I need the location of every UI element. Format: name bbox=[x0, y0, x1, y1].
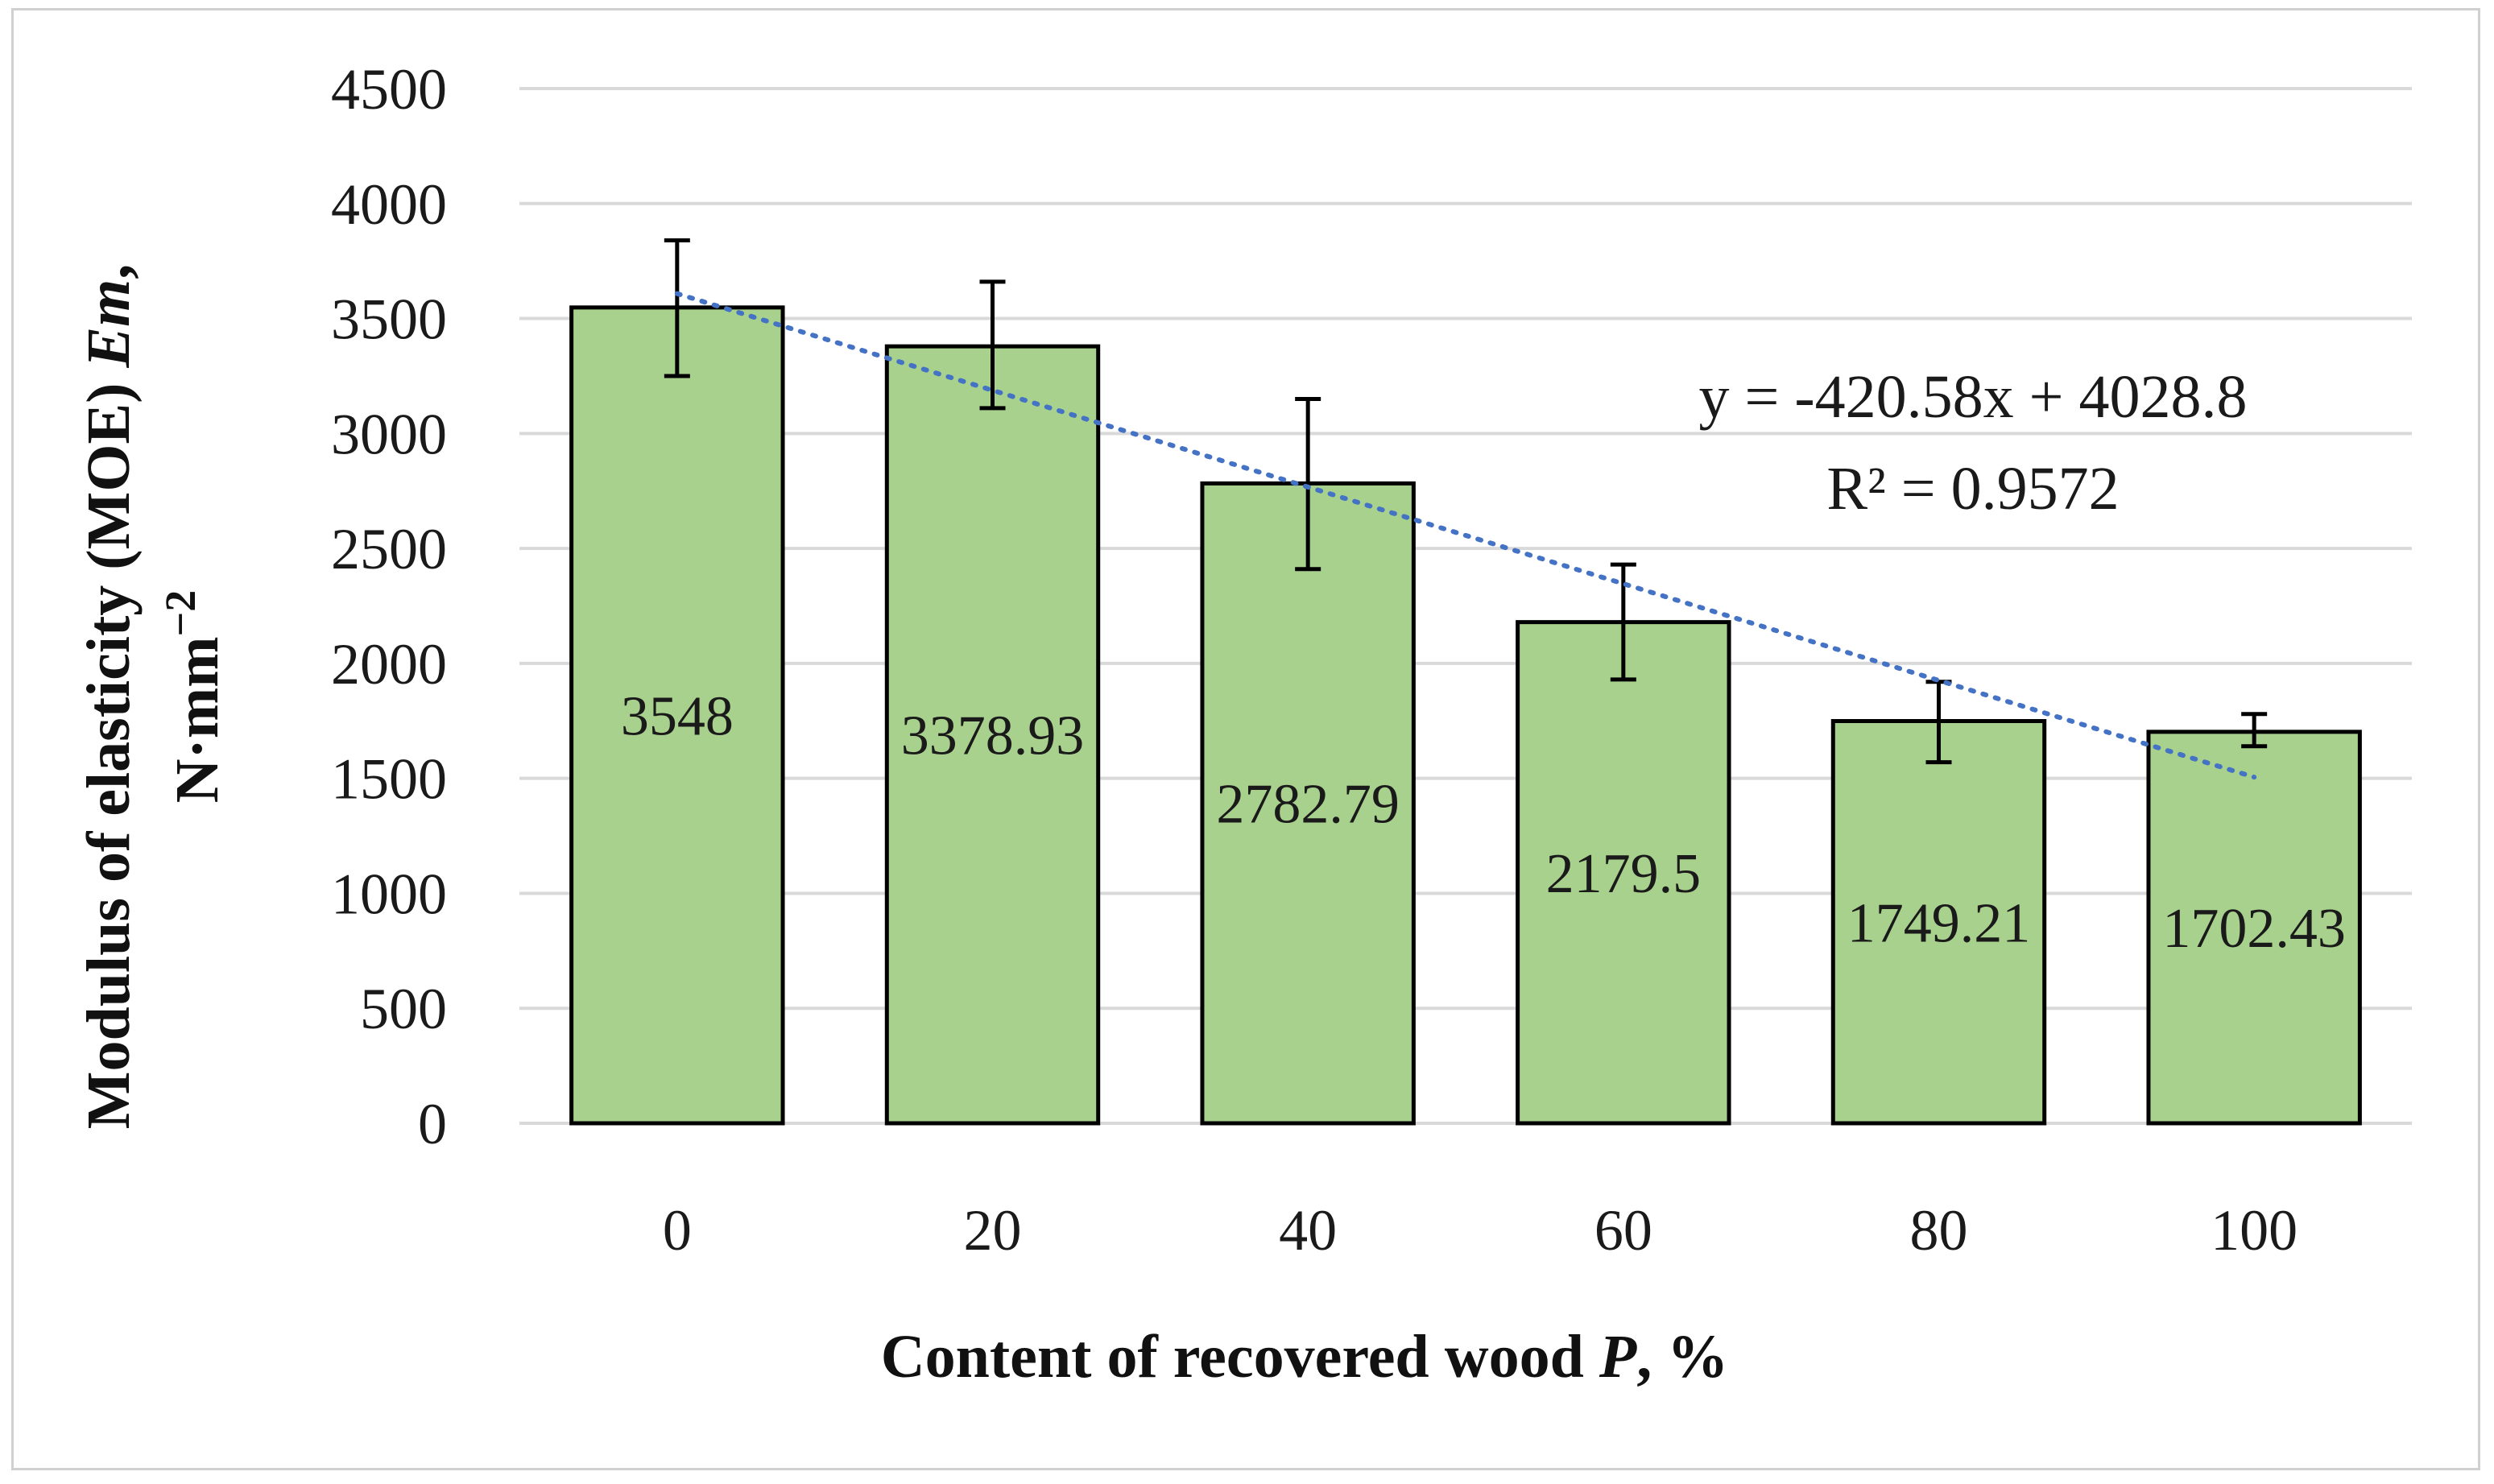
x-tick-label-100: 100 bbox=[2211, 1198, 2298, 1263]
y-tick-label-1000: 1000 bbox=[331, 862, 447, 926]
data-label-100: 1702.43 bbox=[2162, 898, 2346, 960]
trendline bbox=[674, 291, 2257, 780]
y-tick-label-2500: 2500 bbox=[331, 517, 447, 581]
y-axis-title-line2: N·mm−2 bbox=[156, 590, 231, 804]
data-label-0: 3548 bbox=[621, 685, 734, 747]
bar-0 bbox=[569, 305, 785, 1126]
y-axis-title-line1: Modulus of elasticity (MOE) Em, bbox=[75, 264, 143, 1130]
x-axis-title: Content of recovered wood P, % bbox=[881, 1323, 1729, 1391]
bar-80 bbox=[1830, 719, 2047, 1126]
bar-60 bbox=[1516, 620, 1731, 1126]
x-tick-label-80: 80 bbox=[1910, 1198, 1968, 1263]
data-label-60: 2179.5 bbox=[1546, 843, 1702, 905]
y-tick-label-0: 0 bbox=[418, 1092, 447, 1156]
y-tick-label-4500: 4500 bbox=[331, 57, 447, 122]
y-tick-label-3500: 3500 bbox=[331, 287, 447, 352]
bar-100 bbox=[2146, 730, 2362, 1126]
bar-40 bbox=[1200, 481, 1416, 1126]
data-label-40: 2782.79 bbox=[1216, 774, 1400, 836]
y-tick-label-3000: 3000 bbox=[331, 402, 447, 466]
y-tick-label-1500: 1500 bbox=[331, 747, 447, 812]
data-label-20: 3378.93 bbox=[901, 705, 1085, 767]
y-tick-label-500: 500 bbox=[360, 977, 447, 1041]
x-tick-label-60: 60 bbox=[1594, 1198, 1652, 1263]
trendline-r-squared: R² = 0.9572 bbox=[1826, 455, 2119, 523]
x-tick-label-20: 20 bbox=[964, 1198, 1022, 1263]
x-tick-label-40: 40 bbox=[1279, 1198, 1337, 1263]
trendline-equation: y = -420.58x + 4028.8 bbox=[1698, 363, 2247, 431]
bar-20 bbox=[884, 344, 1101, 1126]
bars bbox=[569, 305, 2362, 1126]
data-labels: 3548 3378.93 2782.79 2179.5 1749.21 1702.43 bbox=[621, 685, 2346, 960]
x-tick-label-0: 0 bbox=[663, 1198, 692, 1263]
data-label-80: 1749.21 bbox=[1847, 892, 2031, 954]
y-tick-label-4000: 4000 bbox=[331, 172, 447, 237]
y-tick-labels: 0 500 1000 1500 2000 2500 3000 3500 4000 4500 bbox=[331, 57, 447, 1156]
error-bars bbox=[664, 238, 2268, 765]
y-tick-label-2000: 2000 bbox=[331, 632, 447, 697]
gridlines bbox=[519, 87, 2412, 1125]
x-tick-labels: 0 20 40 60 80 100 bbox=[663, 1198, 2298, 1263]
